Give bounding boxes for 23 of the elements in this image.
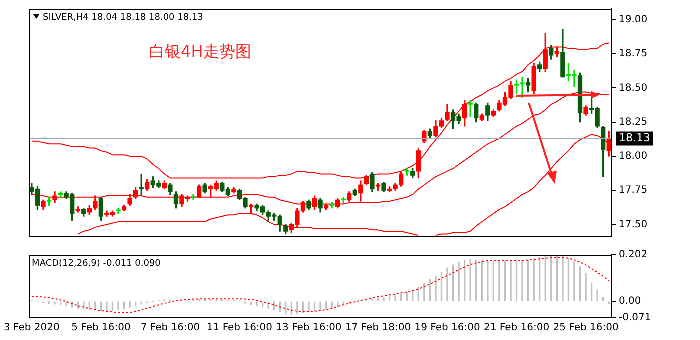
x-tick-label: 19 Feb 16:00 [414, 322, 480, 334]
y-tick-label: 19.00 [619, 14, 648, 26]
text: 白银4H走势图 [149, 42, 252, 62]
y-tick-label: 0.202 [619, 250, 648, 261]
y-tick-label: 18.75 [619, 48, 648, 60]
chart-subtitle: MACD(12,26,9) -0.011 0.090 [32, 258, 162, 269]
x-tick-label: 3 Feb 2020 [4, 322, 60, 334]
x-tick-label: 25 Feb 16:00 [553, 322, 619, 334]
y-tick-label: 18.00 [619, 151, 648, 162]
x-tick-label: 13 Feb 16:00 [276, 322, 342, 334]
x-tick-label: 7 Feb 16:00 [140, 322, 200, 334]
x-tick-label: 5 Feb 16:00 [72, 322, 131, 334]
x-tick-label: 21 Feb 16:00 [484, 322, 550, 334]
y-tick-label: 0.00 [619, 296, 642, 308]
chart-subtitle: SILVER,H4 18.04 18.18 18.00 18.13 [43, 12, 204, 23]
y-tick-label: 18.25 [619, 116, 648, 128]
ref-line-label: 18.13 [619, 132, 650, 145]
y-tick-label: -0.071 [619, 312, 652, 324]
x-tick-label: 17 Feb 18:00 [345, 322, 412, 334]
y-tick-label: 18.50 [619, 82, 648, 94]
y-tick-label: 17.75 [619, 185, 648, 196]
x-tick-label: 11 Feb 16:00 [206, 322, 273, 334]
y-tick-label: 17.50 [619, 219, 648, 230]
